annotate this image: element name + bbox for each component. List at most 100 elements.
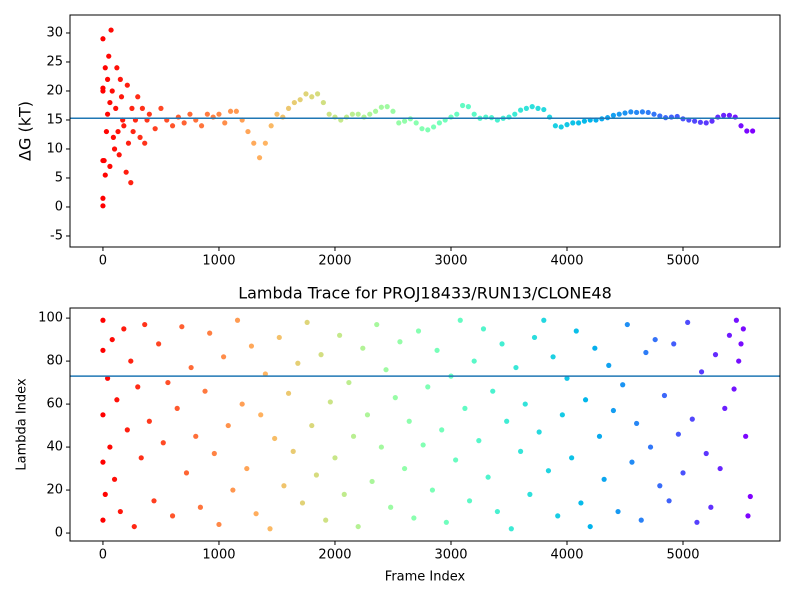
data-point — [326, 111, 332, 117]
data-point — [717, 465, 723, 472]
data-point — [527, 491, 533, 497]
data-point — [355, 523, 361, 530]
data-point — [239, 401, 245, 407]
data-point — [457, 317, 463, 323]
data-point — [413, 120, 419, 126]
data-point — [104, 111, 111, 117]
data-point — [225, 422, 231, 429]
data-point — [135, 384, 141, 390]
data-point — [116, 152, 122, 158]
data-point — [726, 332, 733, 338]
data-point — [227, 108, 234, 114]
y-tick-label: 20 — [46, 483, 63, 498]
data-point — [367, 111, 373, 117]
data-point — [384, 104, 390, 110]
data-point — [558, 124, 564, 130]
data-point — [332, 455, 338, 461]
data-point — [262, 371, 268, 377]
data-point — [559, 412, 565, 418]
data-point — [471, 111, 477, 117]
y-tick-label: 0 — [55, 526, 63, 541]
data-point — [573, 328, 579, 334]
data-point — [620, 382, 626, 388]
data-point — [624, 321, 630, 328]
data-point — [529, 104, 535, 110]
data-point — [117, 76, 123, 82]
data-point — [555, 513, 561, 519]
data-point — [743, 433, 749, 439]
data-point — [121, 326, 127, 332]
axes-frame — [69, 14, 781, 248]
data-point — [726, 112, 733, 118]
data-point — [276, 334, 282, 341]
data-point — [592, 345, 598, 351]
data-point — [198, 123, 205, 129]
data-point — [158, 105, 164, 111]
data-point — [314, 91, 321, 97]
data-point — [234, 317, 241, 323]
data-point — [102, 491, 108, 497]
data-point — [651, 111, 657, 117]
data-point — [645, 109, 651, 116]
data-point — [372, 108, 379, 114]
data-point — [121, 123, 127, 129]
data-point — [692, 118, 698, 124]
data-point — [582, 397, 589, 403]
data-point — [187, 111, 193, 117]
data-point — [411, 515, 417, 521]
data-point — [341, 491, 347, 497]
data-point — [281, 483, 287, 489]
data-point — [685, 319, 691, 326]
data-point — [536, 429, 542, 435]
data-point — [272, 435, 278, 442]
data-point — [211, 450, 217, 457]
data-point — [390, 108, 396, 114]
y-tick-label: 0 — [55, 199, 63, 214]
data-point — [125, 140, 132, 146]
y-tick-label: 5 — [55, 170, 63, 185]
x-tick-label: 5000 — [666, 254, 699, 269]
y-tick-label: 80 — [46, 354, 63, 369]
data-point — [102, 172, 108, 178]
data-point — [129, 105, 135, 111]
data-point — [102, 65, 108, 71]
data-point — [610, 407, 617, 414]
x-tick-label: 1000 — [202, 254, 235, 269]
data-point — [109, 88, 115, 94]
y-axis-label: ΔG (kT) — [16, 101, 35, 161]
data-point — [712, 352, 719, 358]
data-point — [689, 416, 695, 422]
data-point — [156, 341, 162, 347]
data-point — [703, 120, 709, 126]
data-point — [142, 140, 148, 146]
data-point — [697, 119, 704, 125]
data-point — [139, 105, 145, 111]
data-point — [111, 476, 118, 482]
y-tick-label: 10 — [46, 141, 63, 156]
data-point — [430, 124, 437, 130]
data-point — [634, 109, 640, 116]
data-point — [462, 405, 468, 411]
data-point — [123, 169, 129, 175]
data-point — [512, 111, 518, 117]
data-point — [738, 341, 744, 347]
data-point — [434, 347, 440, 353]
data-point — [100, 195, 106, 201]
data-point — [535, 105, 541, 111]
data-point — [675, 431, 681, 437]
data-point — [285, 390, 292, 396]
data-point — [202, 388, 208, 394]
data-point — [388, 504, 394, 510]
data-point — [108, 27, 114, 33]
x-tick-label: 0 — [99, 548, 107, 563]
data-point — [309, 422, 315, 429]
data-point — [111, 146, 118, 152]
data-point — [253, 511, 259, 517]
x-tick-label: 0 — [99, 254, 107, 269]
data-point — [256, 155, 263, 161]
data-point — [694, 519, 700, 525]
data-point — [465, 104, 471, 110]
data-point — [188, 364, 194, 371]
data-point — [222, 120, 228, 126]
